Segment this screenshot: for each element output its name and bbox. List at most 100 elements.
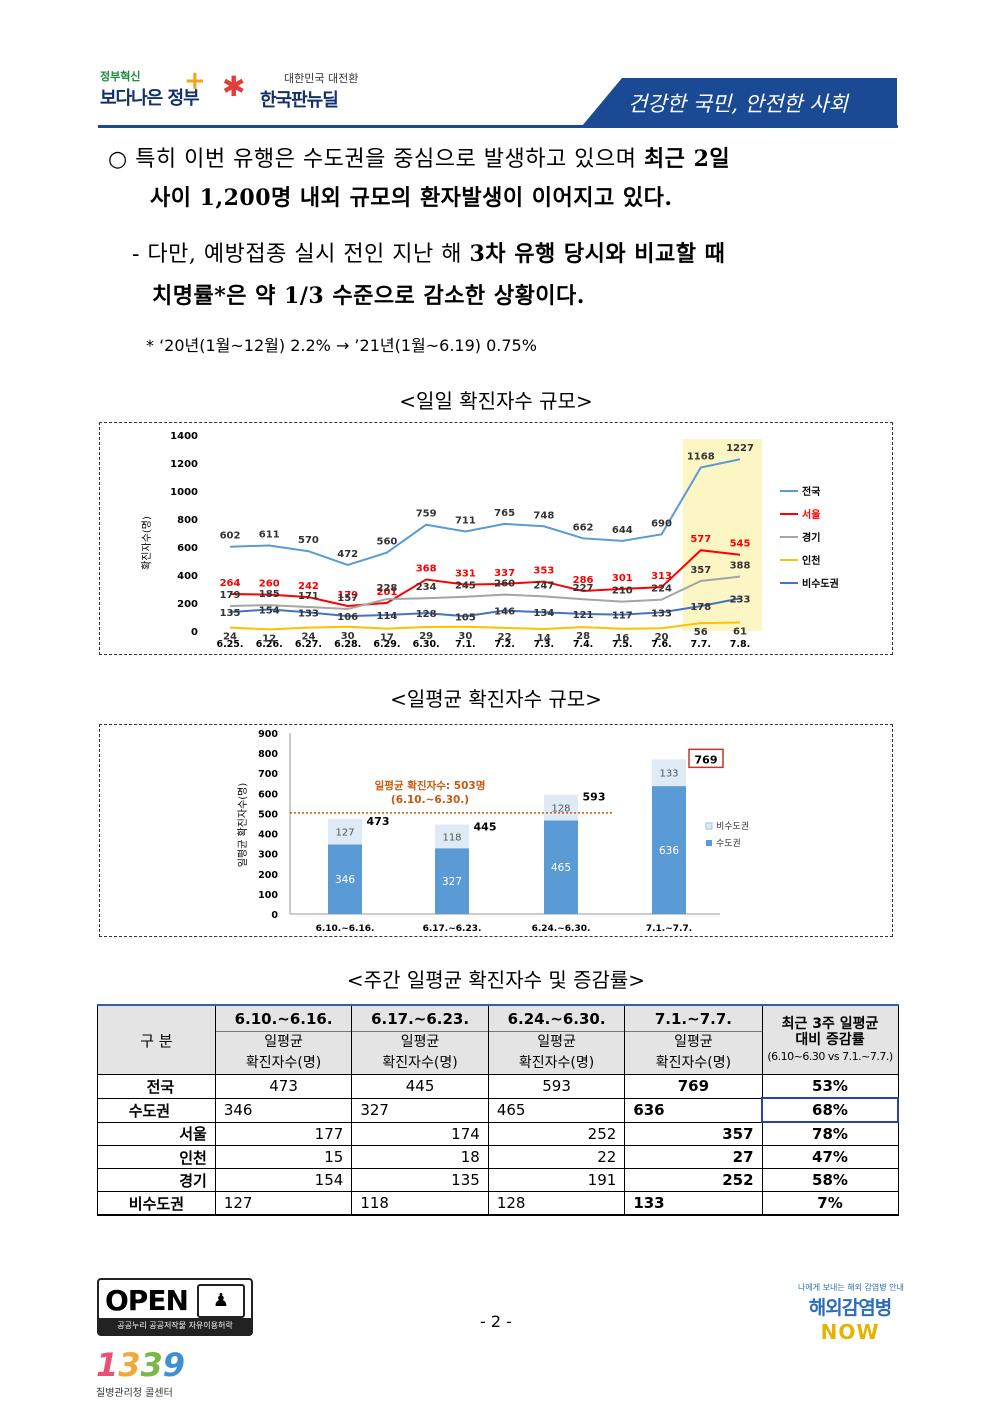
bar-value-non-capital: 118 — [442, 832, 461, 843]
table-header-row: 구 분 6.10.~6.16. 일평균 확진자수(명) 6.17.~6.23. 일평균… — [97, 1004, 899, 1075]
data-label: 157 — [337, 593, 358, 604]
data-label: 56 — [694, 627, 708, 638]
table-row: 비수도권 127 118 128 133 7% — [97, 1191, 899, 1216]
x-tick-label: 7.4. — [573, 639, 593, 650]
x-tick-label: 6.17.~6.23. — [423, 924, 482, 934]
data-label: 690 — [651, 518, 672, 529]
table-corner: 구 분 — [97, 1004, 216, 1075]
table-rate-header: 최근 3주 일평균 대비 증감률 (6.10~6.30 vs 7.1.~7.7.) — [761, 1004, 899, 1075]
legend-label: 비수도권 — [716, 820, 749, 832]
data-label: 117 — [612, 611, 633, 622]
y-tick-label: 600 — [258, 789, 278, 800]
kdca-1339-logo: 1339 질병관리청 콜센터 — [96, 1346, 186, 1399]
daily-cases-line-chart: 0 200 400 600 800 1000 1200 1400 확진자수(명) 6.25. 6.2… — [141, 431, 839, 650]
logo-1339-digit: 3 — [118, 1346, 141, 1384]
legend-label: 수도권 — [716, 837, 741, 849]
data-label: 644 — [612, 525, 633, 536]
data-label: 185 — [259, 589, 280, 600]
series-line — [229, 621, 741, 631]
legend-label: 경기 — [802, 531, 820, 544]
data-label: 260 — [259, 579, 280, 590]
data-label: 245 — [455, 581, 476, 592]
table-row: 인천 15 18 22 27 47% — [97, 1145, 899, 1169]
bar-total-label: 769 — [695, 753, 718, 766]
y-tick-label: 1400 — [170, 431, 198, 442]
data-label: 577 — [690, 534, 711, 545]
chart-1-title: <일일 확진자수 규모> — [399, 389, 593, 413]
data-label: 560 — [376, 537, 397, 548]
data-label: 179 — [337, 590, 358, 601]
data-label: 146 — [494, 607, 515, 618]
data-label: 12 — [262, 633, 276, 644]
x-tick-label: 7.1.~7.7. — [646, 924, 692, 934]
data-label: 711 — [455, 515, 476, 526]
bar-value-non-capital: 128 — [551, 804, 570, 815]
legend-swatch — [706, 840, 712, 846]
y-tick-label: 200 — [177, 599, 198, 610]
data-label: 224 — [651, 584, 672, 595]
bar-total-label: 445 — [474, 821, 497, 834]
reference-label: (6.10.~6.30.) — [391, 794, 469, 806]
korean-new-deal-logo: ✱ 대한민국 대전환 한국판뉴딜 — [222, 70, 359, 111]
x-tick-label: 7.6. — [651, 639, 671, 650]
paragraph-2-line-1: - 다만, 예방접종 실시 전인 지난 해 3차 유행 당시와 비교할 때 — [132, 241, 726, 267]
y-tick-label: 0 — [271, 910, 278, 921]
data-label: 368 — [416, 563, 437, 574]
x-tick-label: 6.26. — [256, 639, 283, 650]
legend-label: 전국 — [802, 485, 820, 498]
table-period-header: 6.24.~6.30. 일평균 확진자수(명) — [487, 1004, 626, 1075]
page-number: - 2 - — [480, 1312, 512, 1331]
bar-value-capital: 465 — [551, 862, 571, 874]
paragraph-1-line-2: 사이 1,200명 내외 규모의 환자발생이 이어지고 있다. — [150, 185, 673, 211]
legend-swatch — [705, 822, 713, 830]
slogan-banner: 건강한 국민, 안전한 사회 — [582, 78, 897, 126]
data-label: 178 — [690, 602, 711, 613]
bar-value-capital: 636 — [659, 845, 679, 857]
logo-1339-digit: 1 — [96, 1346, 119, 1384]
data-label: 134 — [533, 608, 554, 619]
paragraph-1-line-1: ○ 특히 이번 유행은 수도권을 중심으로 발생하고 있으며 최근 2일 — [108, 146, 731, 172]
bar-value-non-capital: 133 — [659, 769, 678, 780]
data-label: 388 — [730, 561, 751, 572]
data-label: 1227 — [726, 443, 754, 454]
bar-value-non-capital: 127 — [335, 828, 354, 839]
data-label: 17 — [380, 633, 394, 644]
y-tick-label: 200 — [258, 870, 278, 881]
data-label: 301 — [612, 573, 633, 584]
series-line — [229, 458, 741, 566]
slogan-text: 건강한 국민, 안전한 사회 — [628, 92, 848, 116]
table-row: 서울 177 174 252 357 78% — [97, 1121, 899, 1146]
data-label: 28 — [576, 631, 590, 642]
table-row: 전국 473 445 593 769 53% — [97, 1074, 899, 1099]
header-rule — [98, 125, 898, 128]
data-label: 121 — [573, 610, 594, 621]
total-highlight-box — [688, 748, 724, 769]
paragraph-2-line-2: 치명률*은 약 1/3 수준으로 감소한 상황이다. — [152, 283, 585, 309]
y-tick-label: 1200 — [170, 459, 198, 470]
recent-highlight — [682, 439, 762, 631]
legend-label: 서울 — [802, 508, 820, 521]
data-label: 765 — [494, 508, 515, 519]
bar-non-capital — [652, 759, 686, 787]
data-label: 24 — [302, 632, 316, 643]
gov-innovation-logo: 정부혁신 보다나은 정부 + — [100, 66, 206, 109]
data-label: 171 — [298, 591, 319, 602]
bar-value-capital: 346 — [335, 874, 355, 886]
data-label: 264 — [220, 578, 241, 589]
footnote: * ‘20년(1월~12월) 2.2% → ’21년(1월~6.19) 0.75… — [146, 336, 537, 355]
data-label: 210 — [612, 586, 633, 597]
data-label: 30 — [341, 631, 355, 642]
chart-2-title: <일평균 확진자수 규모> — [390, 687, 602, 711]
data-label: 106 — [337, 612, 358, 623]
data-label: 611 — [259, 529, 280, 540]
data-label: 286 — [573, 575, 594, 586]
y-tick-label: 300 — [258, 850, 278, 861]
data-label: 179 — [220, 590, 241, 601]
bar-value-capital: 327 — [442, 876, 462, 888]
data-label: 242 — [298, 581, 319, 592]
new-deal-star-icon: ✱ — [222, 70, 246, 103]
data-label: 201 — [376, 587, 397, 598]
y-axis-label: 일평균 확진자수(명) — [237, 783, 249, 868]
data-label: 570 — [298, 535, 319, 546]
table-title: <주간 일평균 확진자수 및 증감률> — [346, 968, 646, 992]
